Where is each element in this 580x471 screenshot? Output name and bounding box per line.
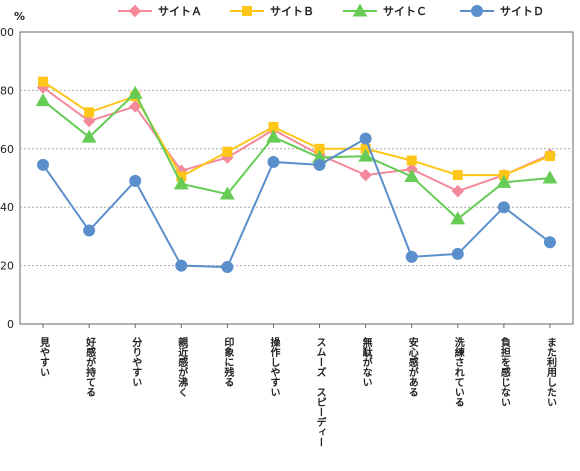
legend-item: サイトＡ <box>118 4 202 18</box>
data-point <box>221 261 234 274</box>
data-point <box>452 170 463 181</box>
y-tick-label: 0 <box>7 318 14 331</box>
data-point <box>543 236 556 249</box>
data-point <box>38 76 49 87</box>
series <box>35 85 558 225</box>
x-tick-label: 負担を感じない <box>498 336 510 407</box>
x-tick-label: 親近感が沸く <box>176 336 188 397</box>
series <box>37 132 556 274</box>
x-tick-label: スムーズ スピーディー <box>314 337 326 447</box>
legend-label: サイトＤ <box>500 5 544 18</box>
data-point <box>84 107 95 118</box>
y-tick-label: 40 <box>0 201 14 214</box>
y-axis: 0 20 40 60 80 100 <box>0 26 14 331</box>
data-point <box>313 158 326 171</box>
data-point <box>544 151 555 162</box>
x-tick-label: 見やすい <box>38 337 51 377</box>
data-point <box>358 148 373 162</box>
data-point <box>405 250 418 263</box>
legend-marker <box>352 3 368 17</box>
data-point <box>129 174 142 187</box>
legend-item: サイトＢ <box>230 5 314 18</box>
data-point <box>450 211 466 225</box>
legend-marker <box>128 4 142 18</box>
legend-marker <box>242 6 252 16</box>
data-point <box>35 93 51 107</box>
data-point <box>81 129 97 143</box>
legend-marker <box>471 5 483 17</box>
data-point <box>359 132 372 145</box>
x-tick-label: 無駄がない <box>360 336 372 387</box>
series-line <box>42 91 551 221</box>
data-point <box>127 85 143 99</box>
data-point <box>542 170 558 184</box>
y-axis-unit: % <box>14 10 25 23</box>
data-point <box>266 129 281 143</box>
data-point <box>83 224 96 237</box>
data-point <box>451 184 464 198</box>
series <box>38 76 555 182</box>
x-tick-label: 洗練されている <box>452 336 464 407</box>
x-tick-label: また利用したい <box>544 337 557 407</box>
data-point <box>267 155 280 168</box>
data-point <box>359 168 372 182</box>
y-tick-label: 80 <box>0 84 14 97</box>
plot-area <box>19 31 574 325</box>
series-line <box>42 137 551 269</box>
x-tick-label: 印象に残る <box>222 337 234 387</box>
grid <box>20 89 573 267</box>
x-tick-label: 分りやすい <box>130 336 142 387</box>
data-point <box>220 186 235 200</box>
series-group <box>35 76 558 274</box>
y-tick-label: 20 <box>0 260 14 273</box>
data-point <box>496 174 512 188</box>
data-point <box>222 146 233 157</box>
series-line <box>42 86 551 193</box>
legend: サイトＡ サイトＢ サイトＣ サイトＤ <box>118 3 544 18</box>
legend-label: サイトＢ <box>270 5 314 18</box>
legend-item: サイトＤ <box>460 5 544 18</box>
data-point <box>37 158 50 171</box>
data-point <box>451 247 464 260</box>
series-line <box>42 80 551 178</box>
data-point <box>404 169 420 183</box>
series <box>36 81 557 198</box>
data-point <box>497 201 510 214</box>
x-tick-label: 安心感がある <box>406 336 418 397</box>
data-point <box>82 114 96 128</box>
x-tick-label: 操作しやすい <box>268 336 280 397</box>
x-axis: 見やすい 好感が持てる 分りやすい 親近感が沸く 印象に残る 操作しやすい スムーズ スピー… <box>38 324 557 447</box>
x-tick-label: 好感が持てる <box>84 336 97 397</box>
legend-label: サイトＡ <box>158 5 202 18</box>
data-point <box>175 259 188 272</box>
legend-item: サイトＣ <box>343 3 427 18</box>
data-point <box>406 155 417 166</box>
y-tick-label: 60 <box>0 143 14 156</box>
data-point <box>173 176 189 190</box>
legend-label: サイトＣ <box>383 5 427 18</box>
y-tick-label: 100 <box>0 26 14 39</box>
